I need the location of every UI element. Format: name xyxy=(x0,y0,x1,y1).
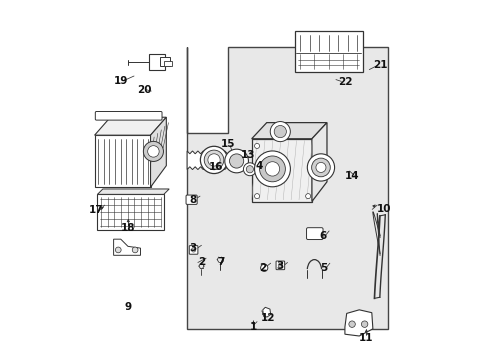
Text: 7: 7 xyxy=(217,257,224,267)
Circle shape xyxy=(278,263,282,267)
Text: 17: 17 xyxy=(88,206,103,216)
Circle shape xyxy=(243,163,256,176)
Polygon shape xyxy=(251,123,326,139)
Circle shape xyxy=(207,154,220,166)
Circle shape xyxy=(315,162,325,172)
Circle shape xyxy=(224,149,248,173)
Polygon shape xyxy=(187,47,387,329)
FancyBboxPatch shape xyxy=(294,31,362,72)
Circle shape xyxy=(254,143,259,148)
Text: 21: 21 xyxy=(372,60,386,70)
Circle shape xyxy=(132,247,138,253)
Text: 4: 4 xyxy=(255,161,262,171)
Circle shape xyxy=(204,150,224,170)
Polygon shape xyxy=(97,189,169,194)
FancyBboxPatch shape xyxy=(159,57,169,66)
Circle shape xyxy=(361,321,367,327)
Text: 12: 12 xyxy=(260,313,274,323)
Text: 22: 22 xyxy=(337,77,351,87)
Text: 2: 2 xyxy=(198,257,204,267)
FancyBboxPatch shape xyxy=(164,61,172,66)
Text: 18: 18 xyxy=(121,224,135,233)
Polygon shape xyxy=(187,151,230,170)
Polygon shape xyxy=(94,135,150,187)
Circle shape xyxy=(200,146,227,174)
FancyBboxPatch shape xyxy=(95,112,162,120)
FancyBboxPatch shape xyxy=(148,54,164,69)
Polygon shape xyxy=(344,310,372,336)
FancyBboxPatch shape xyxy=(97,194,163,230)
Circle shape xyxy=(305,194,310,199)
FancyBboxPatch shape xyxy=(276,261,284,270)
Text: 14: 14 xyxy=(344,171,359,181)
Text: 16: 16 xyxy=(208,162,223,172)
Circle shape xyxy=(259,156,285,182)
Text: 11: 11 xyxy=(359,333,373,343)
Circle shape xyxy=(311,158,329,177)
Circle shape xyxy=(143,141,163,161)
Circle shape xyxy=(260,264,267,271)
Polygon shape xyxy=(251,139,311,202)
Circle shape xyxy=(348,321,355,327)
Text: 19: 19 xyxy=(113,76,128,86)
Polygon shape xyxy=(94,117,166,135)
Text: 2: 2 xyxy=(258,263,265,273)
Polygon shape xyxy=(311,123,326,202)
Text: 3: 3 xyxy=(276,261,284,271)
Text: 6: 6 xyxy=(319,231,326,240)
Text: 8: 8 xyxy=(188,195,196,205)
Text: 15: 15 xyxy=(221,139,235,149)
Polygon shape xyxy=(150,117,166,187)
Circle shape xyxy=(254,151,290,187)
FancyBboxPatch shape xyxy=(306,228,323,239)
Text: 5: 5 xyxy=(319,263,326,273)
Polygon shape xyxy=(262,307,270,317)
Text: 20: 20 xyxy=(137,85,152,95)
FancyBboxPatch shape xyxy=(189,246,198,254)
Circle shape xyxy=(246,166,253,173)
Text: 10: 10 xyxy=(376,204,390,214)
Circle shape xyxy=(191,248,195,252)
Circle shape xyxy=(274,126,286,138)
Polygon shape xyxy=(113,239,140,255)
FancyBboxPatch shape xyxy=(185,195,197,204)
Circle shape xyxy=(306,154,334,181)
Circle shape xyxy=(270,122,290,141)
Text: 3: 3 xyxy=(188,243,196,253)
Circle shape xyxy=(147,146,159,157)
Text: 1: 1 xyxy=(249,322,257,332)
Text: 13: 13 xyxy=(241,150,255,160)
Circle shape xyxy=(115,247,121,253)
Text: 9: 9 xyxy=(124,302,131,312)
Circle shape xyxy=(254,194,259,199)
Circle shape xyxy=(265,162,279,176)
Circle shape xyxy=(229,154,243,168)
